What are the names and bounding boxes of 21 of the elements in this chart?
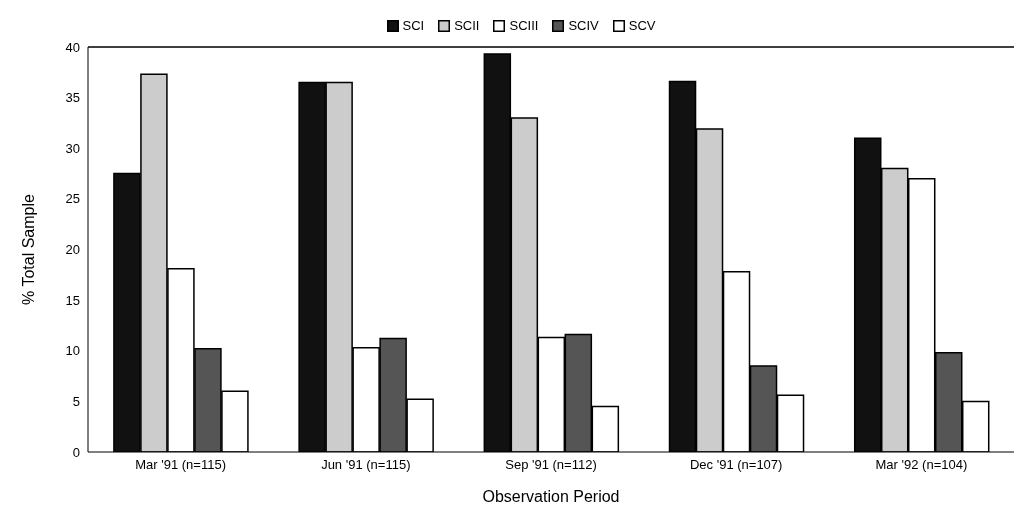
y-tick-label: 15 — [65, 292, 80, 308]
y-tick-label: 20 — [65, 242, 80, 258]
y-axis-title: % Total Sample — [19, 193, 37, 305]
y-tick-label: 30 — [65, 140, 80, 156]
x-tick-label: Sep '91 (n=112) — [505, 457, 597, 473]
x-tick-label: Dec '91 (n=107) — [689, 457, 783, 473]
legend-label: SCV — [628, 18, 656, 33]
x-axis-title: Observation Period — [482, 488, 620, 505]
y-tick-label: 10 — [65, 343, 80, 359]
y-tick-label: 40 — [65, 39, 80, 55]
legend-label: SCIII — [509, 18, 539, 33]
x-tick-label: Mar '91 (n=115) — [135, 457, 226, 473]
y-tick-label: 5 — [72, 393, 80, 409]
x-tick-label: Jun '91 (n=115) — [321, 457, 411, 473]
legend-label: SCII — [454, 18, 480, 33]
y-tick-label: 35 — [65, 90, 80, 106]
x-tick-label: Mar '92 (n=104) — [875, 457, 968, 473]
legend-label: SCI — [402, 18, 425, 33]
legend-label: SCIV — [568, 18, 599, 33]
y-tick-label: 0 — [72, 444, 80, 460]
y-tick-label: 25 — [65, 191, 80, 207]
